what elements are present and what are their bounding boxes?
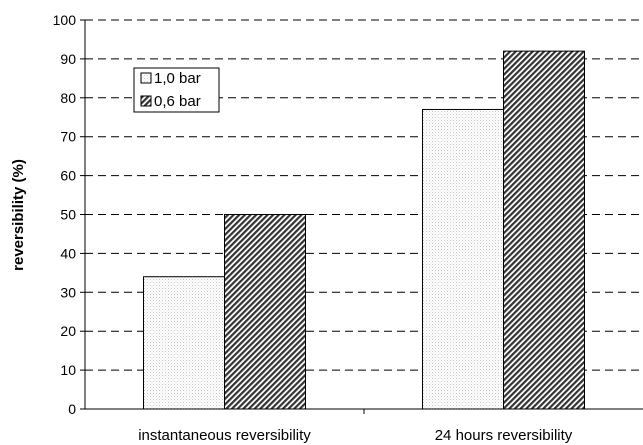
legend-label-series-2: 0,6 bar xyxy=(154,93,201,110)
y-tick-label: 10 xyxy=(60,362,76,378)
legend-label-series-1: 1,0 bar xyxy=(154,70,201,87)
bar-2-1 xyxy=(224,214,306,410)
y-tick-label: 60 xyxy=(60,168,76,184)
bar-1-1 xyxy=(143,276,225,410)
y-tick-label: 70 xyxy=(60,129,76,145)
y-tick-label: 30 xyxy=(60,284,76,300)
legend-swatch-series-1 xyxy=(140,72,152,84)
y-tick-label: 20 xyxy=(60,323,76,339)
bars xyxy=(143,50,585,410)
y-tick-label: 100 xyxy=(53,12,77,28)
y-tick-label: 80 xyxy=(60,90,76,106)
x-category-labels: instantaneous reversibility 24 hours reve… xyxy=(138,427,573,444)
legend-swatch-series-2 xyxy=(140,95,152,107)
y-tick-label: 50 xyxy=(60,207,76,223)
x-category-label: instantaneous reversibility xyxy=(138,427,311,444)
bar-1-2 xyxy=(422,108,504,410)
legend: 1,0 bar 0,6 bar xyxy=(133,67,220,113)
y-tick-label: 40 xyxy=(60,245,76,261)
y-tick-label: 0 xyxy=(68,401,76,417)
y-axis-title: reversibility (%) xyxy=(10,159,27,271)
gridlines xyxy=(85,19,643,371)
y-tick-labels: 0 10 20 30 40 50 60 70 80 90 100 xyxy=(53,12,77,417)
axes xyxy=(80,19,643,414)
y-tick-label: 90 xyxy=(60,51,76,67)
bar-2-2 xyxy=(503,50,585,410)
x-category-label: 24 hours reversibility xyxy=(435,427,573,444)
